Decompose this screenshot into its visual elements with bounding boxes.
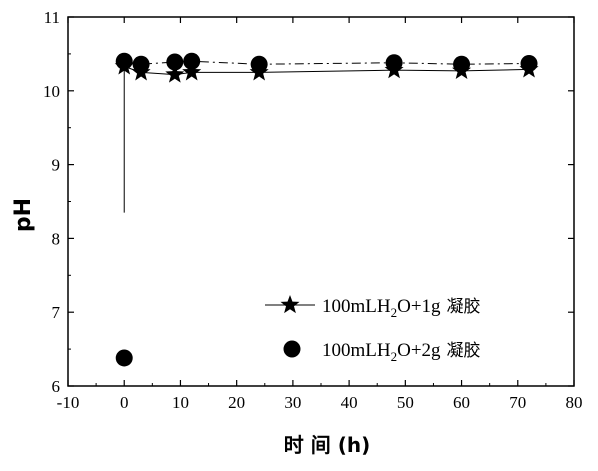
y-tick-label: 8 [52, 229, 61, 248]
legend-circle-marker [283, 340, 301, 358]
y-tick-label: 10 [43, 82, 60, 101]
x-tick-label: 60 [453, 393, 470, 412]
x-tick-label: 50 [397, 393, 414, 412]
data-point-circle [115, 349, 133, 367]
y-tick-label: 6 [52, 377, 61, 396]
data-point-circle [132, 55, 150, 73]
x-tick-label: 20 [228, 393, 245, 412]
legend: 100mLH2O+1g 凝胶 100mLH2O+2g 凝胶 [265, 295, 481, 364]
data-point-circle [250, 55, 268, 73]
y-tick-label: 9 [52, 156, 61, 175]
legend-star-marker [280, 295, 300, 314]
x-tick-label: 70 [509, 393, 526, 412]
x-tick-label: 30 [284, 393, 301, 412]
axes: -10 0 10 20 30 40 50 60 70 80 6 7 8 9 10 11 [43, 8, 583, 412]
plot-area [114, 52, 539, 367]
data-point-circle [385, 54, 403, 72]
y-axis-title: pH [11, 198, 36, 232]
x-tick-label: -10 [57, 393, 80, 412]
y-tick-label: 11 [44, 8, 60, 27]
data-point-circle [166, 53, 184, 71]
legend-label: 100mLH2O+1g 凝胶 [322, 296, 481, 320]
legend-label: 100mLH2O+2g 凝胶 [322, 340, 481, 364]
data-point-circle [453, 55, 471, 73]
x-tick-label: 40 [341, 393, 358, 412]
x-tick-label: 10 [172, 393, 189, 412]
data-point-circle [183, 52, 201, 70]
data-point-star [182, 62, 202, 81]
data-point-circle [115, 52, 133, 70]
x-tick-label: 0 [120, 393, 129, 412]
data-point-star [165, 64, 185, 83]
series-line-1 [124, 65, 530, 76]
x-tick-label: 80 [566, 393, 583, 412]
y-tick-label: 7 [52, 303, 61, 322]
x-axis-title: 时 间 (h) [284, 433, 370, 457]
data-point-circle [520, 54, 538, 72]
